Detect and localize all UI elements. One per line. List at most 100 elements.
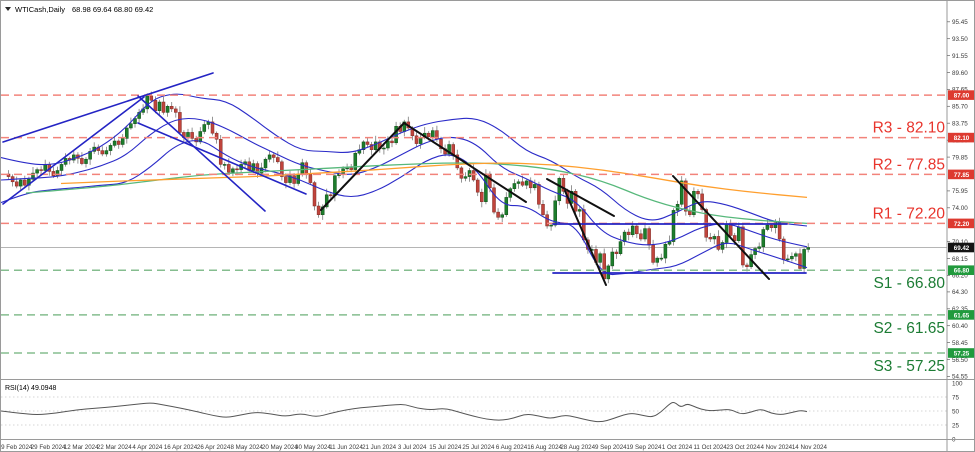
candle-bearish (696, 191, 700, 195)
price-tick-label: 83.75 (952, 121, 968, 128)
price-tick-label: 64.30 (952, 289, 968, 296)
candle-bearish (174, 108, 178, 113)
candle-bearish (769, 224, 774, 228)
candle-bullish (512, 183, 517, 189)
candle-bearish (414, 135, 419, 144)
candle-bullish (431, 130, 435, 137)
candle-bearish (39, 169, 43, 171)
candlesticks-layer (6, 91, 810, 284)
candle-bullish (549, 224, 553, 227)
candle-bullish (679, 180, 684, 205)
candle-bearish (316, 205, 321, 215)
level-label-r1: R1 - 72.20 (873, 205, 946, 222)
candle-bearish (684, 180, 688, 212)
candle-bullish (133, 118, 137, 124)
trendline-black[interactable] (403, 122, 527, 203)
candle-bearish (292, 175, 296, 184)
indicators-layer (1, 93, 808, 276)
trendline-blue[interactable] (2, 96, 145, 205)
price-tick-label: 75.95 (952, 188, 968, 195)
candle-bullish (500, 214, 504, 218)
rsi-axis-label: 100 (952, 380, 963, 387)
candle-bullish (533, 184, 537, 189)
date-label: 4 Nov 2024 (760, 444, 792, 451)
date-label: 1 Oct 2024 (662, 444, 693, 451)
candle-bearish (520, 181, 525, 186)
trendline-blue[interactable] (137, 95, 266, 212)
candle-bearish (276, 157, 280, 163)
price-tick-label: 91.55 (952, 53, 968, 60)
candle-bullish (630, 225, 635, 235)
candle-bullish (198, 131, 203, 143)
candle-bullish (557, 178, 562, 202)
candle-bearish (426, 132, 431, 137)
candle-bearish (602, 253, 606, 280)
rsi-line (1, 401, 808, 423)
level-label-s2: S2 - 61.65 (873, 320, 945, 337)
price-tick-label: 85.70 (952, 104, 968, 111)
candle-bullish (43, 164, 47, 171)
date-label: 21 Jun 2024 (362, 444, 397, 451)
rsi-indicator-label: RSI(14) 49.0948 (5, 385, 56, 392)
price-tick-label: 54.55 (952, 374, 968, 381)
candle-bearish (455, 154, 460, 169)
candle-bullish (671, 210, 676, 242)
candle-bullish (463, 176, 468, 179)
candle-bullish (202, 124, 207, 132)
date-label: 23 Oct 2024 (726, 444, 760, 451)
chart-title: WTICash,Daily 68.98 69.64 68.80 69.42 (15, 5, 153, 14)
symbol-dropdown-icon[interactable] (5, 7, 11, 11)
candle-bullish (610, 251, 615, 267)
candle-bullish (622, 231, 627, 242)
trendline-black[interactable] (546, 178, 615, 217)
candle-bearish (488, 173, 492, 189)
candle-bearish (280, 161, 284, 177)
candle-bullish (761, 229, 766, 248)
S1-price-badge (948, 265, 974, 275)
candle-bullish (186, 132, 190, 138)
candle-bearish (475, 179, 480, 193)
candle-bearish (304, 162, 309, 175)
candle-bearish (210, 121, 215, 134)
trendline-black[interactable] (564, 190, 607, 286)
date-label: 12 Mar 2024 (64, 444, 99, 451)
candle-bullish (72, 154, 76, 161)
candle-bullish (288, 175, 292, 183)
trendline-blue[interactable] (137, 122, 307, 195)
trendline-black[interactable] (320, 122, 405, 211)
candle-bullish (259, 167, 264, 174)
price-tick-label: 89.60 (952, 70, 968, 77)
date-label: 9 Sep 2024 (595, 444, 627, 451)
candle-bearish (708, 237, 713, 240)
trendlines-layer[interactable] (2, 72, 807, 286)
current-price-badge-text: 69.42 (954, 245, 970, 252)
price-tick-label: 87.65 (952, 87, 968, 94)
R3-price-badge-text: 82.10 (954, 135, 970, 142)
price-tick-label: 56.50 (952, 357, 968, 364)
candle-bullish (516, 181, 521, 184)
candle-bullish (104, 150, 109, 155)
trendline-black[interactable] (672, 175, 770, 280)
date-label: 3 Jul 2024 (398, 444, 427, 451)
level-label-s1: S1 - 66.80 (873, 275, 945, 292)
candle-bearish (541, 204, 545, 215)
candle-bearish (732, 235, 737, 241)
trendline-blue[interactable] (2, 72, 214, 143)
candle-bearish (100, 150, 105, 155)
rsi-pane[interactable]: 1007550250RSI(14) 49.0948 (1, 379, 975, 444)
candle-bullish (598, 253, 602, 263)
chart-title-group: WTICash,Daily 68.98 69.64 68.80 69.42 (5, 5, 153, 14)
candle-bearish (492, 187, 496, 213)
price-axis[interactable]: 95.4593.5091.5589.6087.6585.7083.7581.80… (946, 1, 975, 452)
support-resistance-lines-layer[interactable] (1, 94, 947, 354)
candle-bearish (227, 164, 231, 173)
candle-bullish (737, 226, 741, 241)
candle-bullish (125, 127, 129, 139)
candle-bullish (569, 191, 574, 204)
candle-bullish (484, 173, 488, 202)
candle-bearish (459, 167, 464, 179)
candle-bullish (467, 170, 472, 177)
